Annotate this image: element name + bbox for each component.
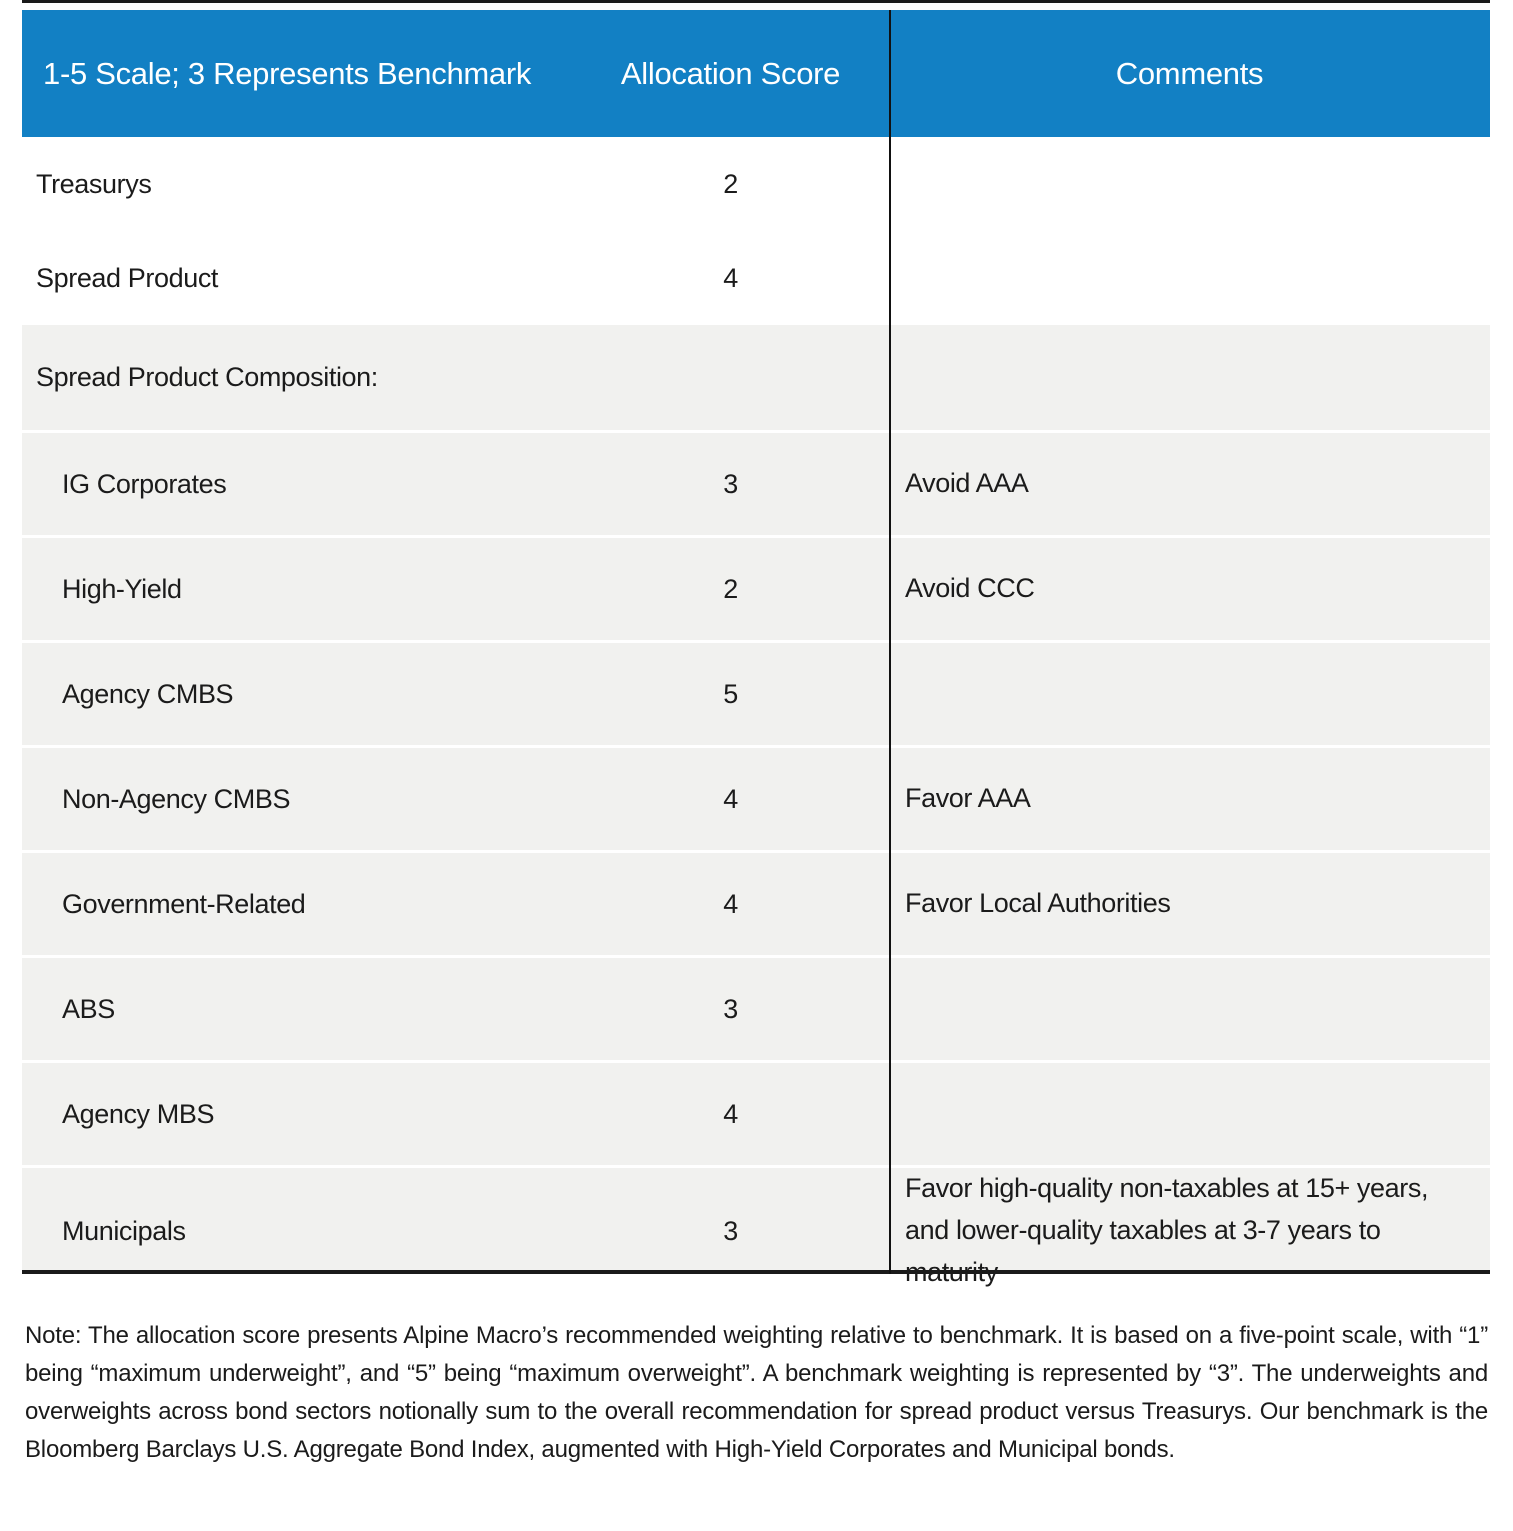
- table-row: ABS 3: [22, 955, 1490, 1060]
- table-body: Treasurys 2 Spread Product 4 Spread Prod…: [22, 137, 1490, 1287]
- header-allocation-score-label: Allocation Score: [620, 55, 841, 91]
- row-label: Government-Related: [62, 888, 306, 919]
- table-row: Spread Product 4: [22, 231, 1490, 325]
- table-row: Treasurys 2: [22, 137, 1490, 231]
- row-score: 2: [723, 168, 738, 199]
- row-label: Agency CMBS: [62, 678, 234, 709]
- row-label: Treasurys: [36, 168, 152, 199]
- header-scale-label: 1-5 Scale; 3 Represents Benchmark: [43, 55, 532, 91]
- row-score: 3: [723, 993, 738, 1024]
- table-row: Agency MBS 4: [22, 1060, 1490, 1165]
- header-gap: [22, 3, 1490, 10]
- table-row: High-Yield 2 Avoid CCC: [22, 535, 1490, 640]
- row-label: ABS: [62, 993, 115, 1024]
- row-score: 3: [723, 1215, 738, 1246]
- row-score: 3: [723, 468, 738, 499]
- row-comment: Avoid AAA: [905, 468, 1029, 499]
- row-comment: Favor Local Authorities: [905, 888, 1171, 919]
- row-score: 4: [723, 783, 738, 814]
- table-row: IG Corporates 3 Avoid AAA: [22, 430, 1490, 535]
- row-label: Agency MBS: [62, 1098, 215, 1129]
- row-label: IG Corporates: [62, 468, 227, 499]
- table-header: 1-5 Scale; 3 Represents Benchmark Alloca…: [22, 10, 1490, 137]
- row-comment: Favor AAA: [905, 783, 1031, 814]
- row-score: 4: [723, 1098, 738, 1129]
- row-comment: Favor high-quality non-taxables at 15+ y…: [905, 1173, 1429, 1287]
- row-label: High-Yield: [62, 573, 182, 604]
- table-row: Spread Product Composition:: [22, 325, 1490, 430]
- row-score: 4: [723, 262, 738, 293]
- row-label: Spread Product: [36, 262, 219, 293]
- table-row: Non-Agency CMBS 4 Favor AAA: [22, 745, 1490, 850]
- table-row: Municipals 3 Favor high-quality non-taxa…: [22, 1165, 1490, 1287]
- row-score: 4: [723, 888, 738, 919]
- table-row: Agency CMBS 5: [22, 640, 1490, 745]
- row-comment: Avoid CCC: [905, 573, 1035, 604]
- row-score: 2: [723, 573, 738, 604]
- note-text: Note: The allocation score presents Alpi…: [25, 1322, 1488, 1463]
- row-label: Spread Product Composition:: [36, 362, 378, 393]
- column-divider: [889, 10, 891, 1274]
- table-row: Government-Related 4 Favor Local Authori…: [22, 850, 1490, 955]
- top-rule: [22, 0, 1490, 3]
- row-label: Municipals: [62, 1215, 186, 1246]
- allocation-table: 1-5 Scale; 3 Represents Benchmark Alloca…: [22, 0, 1490, 1287]
- row-label: Non-Agency CMBS: [62, 783, 291, 814]
- header-comments-label: Comments: [1115, 55, 1264, 91]
- row-score: 5: [723, 678, 738, 709]
- bottom-rule: [22, 1270, 1490, 1274]
